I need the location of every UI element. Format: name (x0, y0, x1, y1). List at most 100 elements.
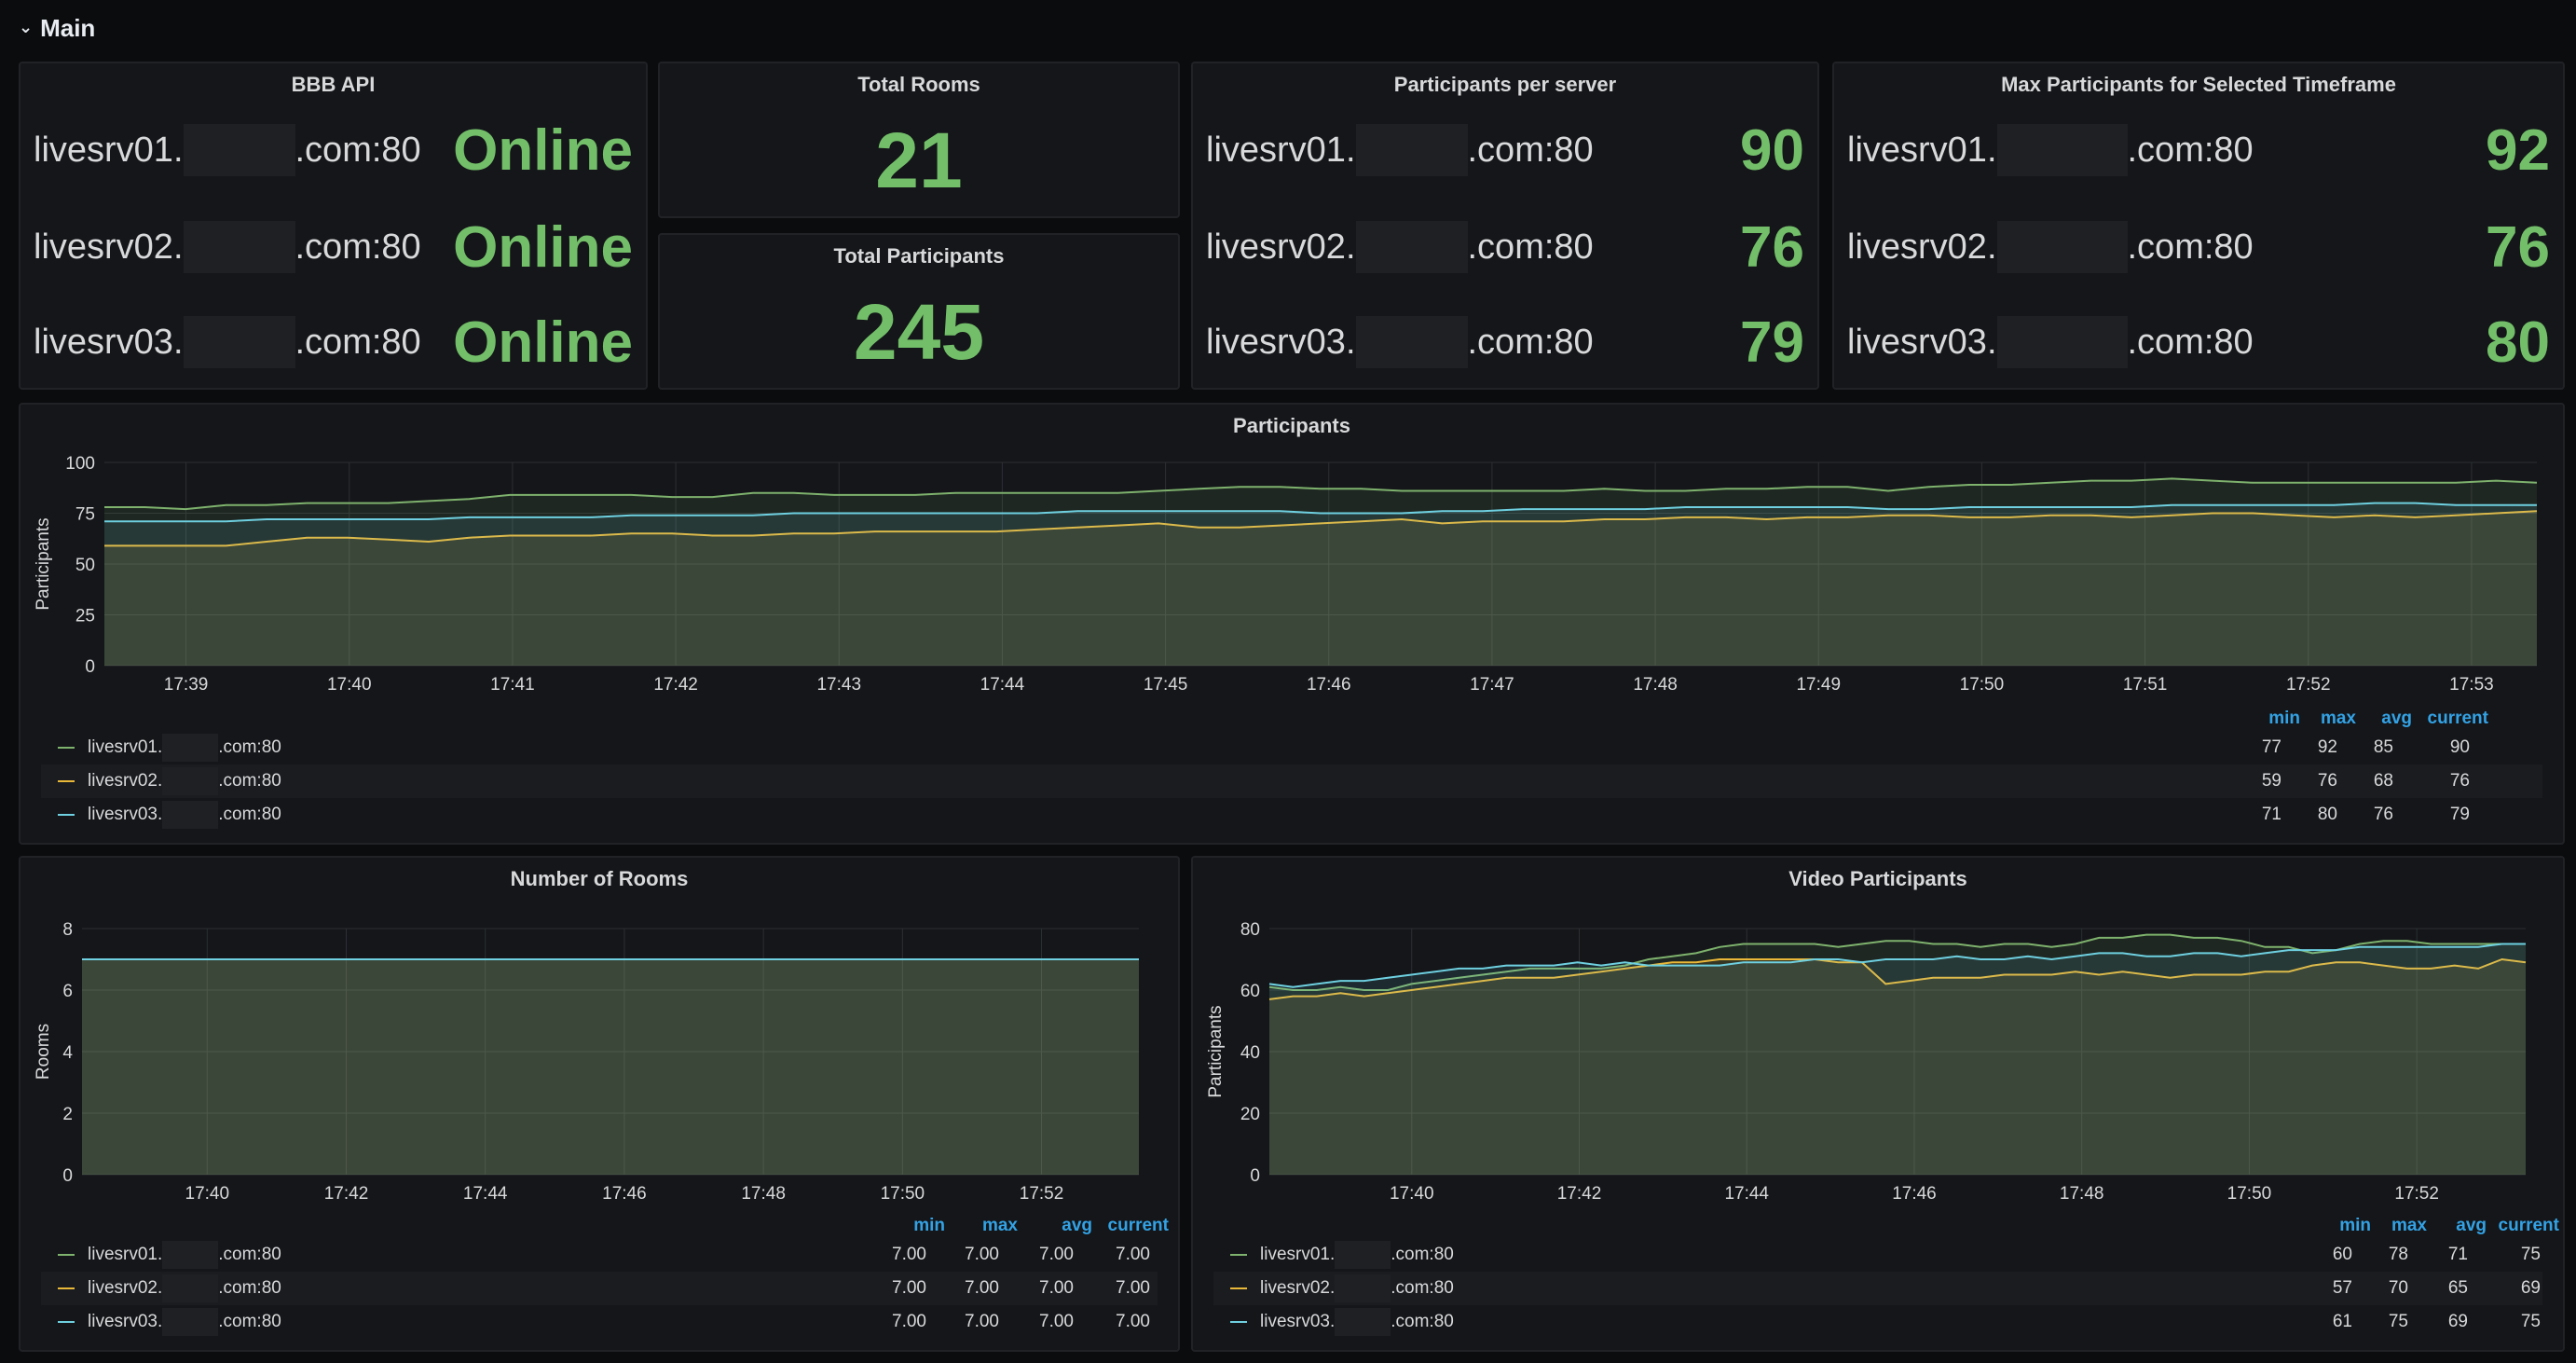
legend-item[interactable]: livesrv02. .com:80 57 70 65 69 (1213, 1272, 2542, 1305)
y-tick-label: 60 (1240, 982, 1260, 1001)
redacted-block (1996, 221, 2128, 273)
chevron-down-icon[interactable]: ⌄ (19, 17, 34, 36)
legend-values: 71 80 76 79 (2261, 805, 2470, 824)
series-swatch (58, 747, 75, 749)
panel-max-participants: Max Participants for Selected Timeframe … (1832, 62, 2565, 390)
y-tick-label: 50 (75, 556, 95, 575)
stat-row: livesrv02. .com:80 Online (34, 214, 633, 280)
host-label: livesrv01. .com:80 (1206, 124, 1594, 176)
y-tick-label: 40 (1240, 1043, 1260, 1063)
legend-values: 59 76 68 76 (2261, 771, 2470, 791)
panel-title: Participants per server (1393, 73, 1617, 96)
legend-item[interactable]: livesrv01. .com:80 7.00 7.00 7.00 7.00 (41, 1238, 1158, 1272)
series-swatch (58, 1287, 75, 1289)
x-tick-label: 17:52 (1020, 1184, 1064, 1204)
legend-item[interactable]: livesrv02. .com:80 7.00 7.00 7.00 7.00 (41, 1272, 1158, 1305)
legend-values: 7.00 7.00 7.00 7.00 (892, 1245, 1150, 1264)
y-tick-label: 20 (1240, 1105, 1260, 1124)
legend-values: 57 70 65 69 (2332, 1278, 2541, 1298)
y-tick-label: 8 (62, 920, 73, 940)
redacted-block (1355, 221, 1468, 273)
y-tick-label: 6 (62, 982, 73, 1001)
host-label: livesrv01. .com:80 (34, 124, 421, 176)
panel-title: Max Participants for Selected Timeframe (2001, 73, 2396, 96)
x-tick-label: 17:42 (324, 1184, 369, 1204)
series-swatch (1230, 1321, 1247, 1323)
x-tick-label: 17:40 (327, 675, 372, 695)
series-area (82, 959, 1139, 1175)
y-tick-label: 0 (1250, 1166, 1260, 1186)
x-tick-label: 17:47 (1470, 675, 1514, 695)
redacted-block (1335, 1274, 1391, 1302)
y-tick-label: 0 (85, 657, 95, 677)
legend-item[interactable]: livesrv03. .com:80 71 80 76 79 (41, 798, 2542, 832)
count-value: 92 (2486, 117, 2550, 183)
series-area (1269, 934, 2526, 1175)
legend-item[interactable]: livesrv03. .com:80 61 75 69 75 (1213, 1305, 2542, 1339)
legend-values: 61 75 69 75 (2332, 1312, 2541, 1331)
legend-header: min max avg current (2339, 1216, 2559, 1235)
legend-values: 77 92 85 90 (2261, 737, 2470, 757)
stat-row: livesrv03. .com:80 80 (1847, 310, 2550, 375)
x-tick-label: 17:53 (2449, 675, 2494, 695)
x-tick-label: 17:46 (1892, 1184, 1937, 1204)
stat-row: livesrv01. .com:80 92 (1847, 117, 2550, 183)
x-tick-label: 17:45 (1144, 675, 1188, 695)
legend-item[interactable]: livesrv01. .com:80 77 92 85 90 (41, 731, 2542, 764)
stat-row: livesrv02. .com:80 76 (1206, 214, 1804, 280)
series-line (104, 477, 2538, 511)
x-tick-label: 17:39 (164, 675, 209, 695)
panel-participants-per-server: Participants per server livesrv01. .com:8… (1191, 62, 1819, 390)
host-label: livesrv02. .com:80 (1206, 221, 1594, 273)
series-area (1269, 943, 2526, 1175)
panel-video-participants: Video Participants 0 20 40 60 80 17:40 17:42 17… (1191, 856, 2565, 1352)
video-participants-chart: 0 20 40 60 80 17:40 17:42 17:44 17:46 17:48 17:50 1… (1206, 920, 2527, 1204)
redacted-block (1996, 124, 2128, 176)
legend-values: 60 78 71 75 (2332, 1245, 2541, 1264)
series-area (104, 511, 2537, 666)
host-label: livesrv03. .com:80 (1847, 316, 2254, 368)
redacted-block (162, 801, 219, 829)
redacted-block (183, 124, 295, 176)
panel-title: Number of Rooms (510, 867, 689, 890)
series-swatch (58, 1254, 75, 1256)
legend-values: 7.00 7.00 7.00 7.00 (892, 1278, 1150, 1298)
count-value: 76 (1740, 214, 1804, 280)
stat-row: livesrv03. .com:80 79 (1206, 310, 1804, 375)
panel-title: BBB API (291, 73, 376, 96)
x-tick-label: 17:50 (881, 1184, 925, 1204)
x-tick-label: 17:48 (1633, 675, 1678, 695)
series-swatch (1230, 1254, 1247, 1256)
series-area (104, 503, 2537, 666)
x-tick-label: 17:43 (816, 675, 861, 695)
y-tick-label: 2 (62, 1105, 73, 1124)
y-tick-label: 25 (75, 607, 95, 626)
panel-total-participants: Total Participants 245 (658, 233, 1180, 390)
series-area (82, 959, 1139, 1175)
y-tick-label: 4 (62, 1043, 73, 1063)
redacted-block (1355, 124, 1468, 176)
count-value: 90 (1740, 117, 1804, 183)
y-tick-label: 80 (1240, 920, 1260, 940)
row-header-main[interactable]: ⌄ Main (19, 9, 95, 47)
x-tick-label: 17:49 (1796, 675, 1841, 695)
redacted-block (183, 316, 295, 368)
legend-item[interactable]: livesrv02. .com:80 59 76 68 76 (41, 764, 2542, 798)
stat-row: livesrv01. .com:80 90 (1206, 117, 1804, 183)
x-tick-label: 17:44 (980, 675, 1025, 695)
panel-title: Participants (1233, 414, 1350, 437)
x-tick-label: 17:46 (602, 1184, 647, 1204)
redacted-block (1335, 1241, 1391, 1269)
legend-item[interactable]: livesrv01. .com:80 60 78 71 75 (1213, 1238, 2542, 1272)
count-value: 80 (2486, 310, 2550, 375)
host-label: livesrv02. .com:80 (34, 221, 421, 273)
legend-item[interactable]: livesrv03. .com:80 7.00 7.00 7.00 7.00 (41, 1305, 1158, 1339)
redacted-block (162, 1308, 219, 1336)
x-tick-label: 17:48 (741, 1184, 786, 1204)
redacted-block (162, 767, 219, 795)
stat-row: livesrv01. .com:80 Online (34, 117, 633, 183)
redacted-block (183, 221, 295, 273)
legend-header: min max avg current (2268, 709, 2488, 728)
series-line (104, 510, 2538, 547)
redacted-block (162, 734, 219, 762)
